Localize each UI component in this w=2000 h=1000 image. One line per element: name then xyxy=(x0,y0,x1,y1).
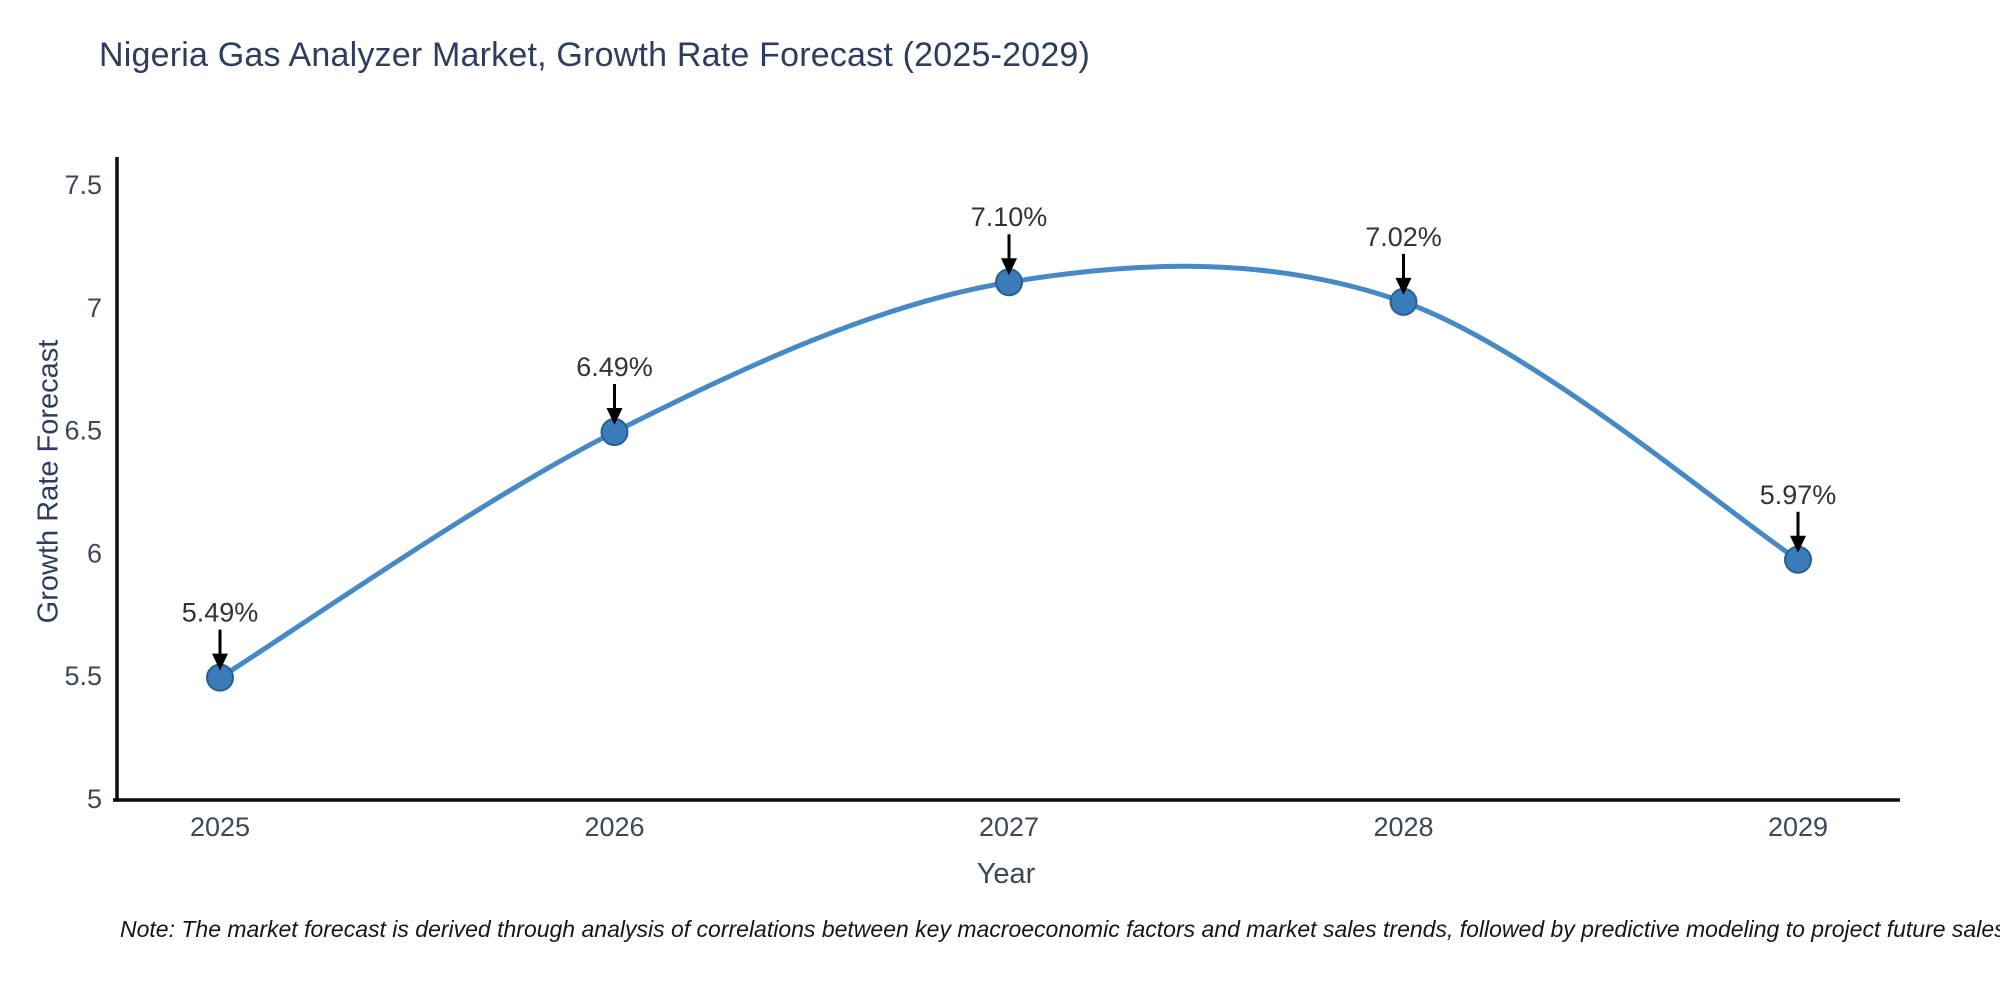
x-tick-label: 2025 xyxy=(190,812,250,842)
y-tick-label: 5.5 xyxy=(64,661,102,691)
data-point-label: 5.49% xyxy=(182,598,259,628)
x-tick-label: 2028 xyxy=(1373,812,1433,842)
annotation-arrowhead xyxy=(1395,277,1412,295)
forecast-line xyxy=(217,263,1801,681)
y-tick-label: 6.5 xyxy=(64,416,102,446)
annotation-arrowhead xyxy=(212,653,228,671)
data-point-label: 7.10% xyxy=(971,202,1048,232)
y-tick-label: 7.5 xyxy=(64,170,102,200)
annotation-arrowhead xyxy=(1790,535,1806,553)
y-tick-label: 7 xyxy=(87,293,102,323)
x-tick-label: 2026 xyxy=(584,812,644,842)
annotation-arrowhead xyxy=(606,408,623,426)
data-point-label: 5.97% xyxy=(1760,480,1837,510)
x-axis-title: Year xyxy=(976,858,1036,890)
x-tick-label: 2029 xyxy=(1768,812,1828,842)
data-point-label: 7.02% xyxy=(1365,222,1442,252)
footnote: Note: The market forecast is derived thr… xyxy=(120,916,2000,942)
y-tick-label: 5 xyxy=(87,784,102,814)
chart-title: Nigeria Gas Analyzer Market, Growth Rate… xyxy=(99,36,1091,74)
y-tick-label: 6 xyxy=(87,538,102,568)
data-point-label: 6.49% xyxy=(576,352,653,382)
x-tick-label: 2027 xyxy=(979,812,1039,842)
annotation-arrowhead xyxy=(1001,258,1017,276)
